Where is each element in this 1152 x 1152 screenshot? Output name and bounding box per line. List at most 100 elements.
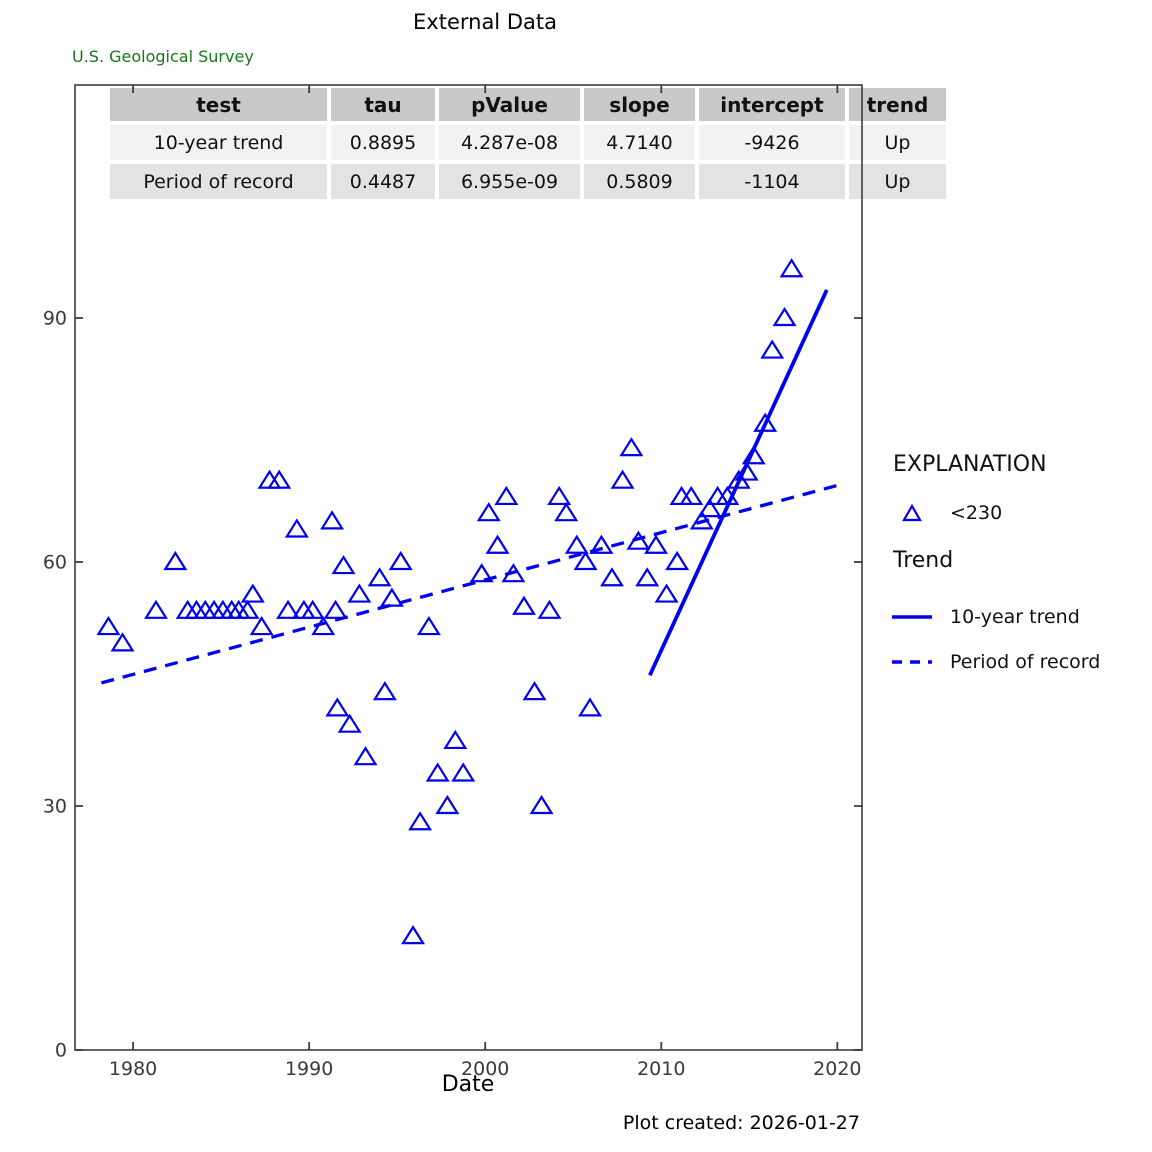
dashed-line-icon: [888, 647, 936, 677]
scatter-point: [175, 599, 200, 619]
legend-item-marker: <230: [888, 502, 1002, 524]
scatter-point: [276, 599, 301, 619]
scatter-point: [367, 567, 392, 587]
plot-created-caption: Plot created: 2026-01-27: [622, 1112, 860, 1134]
y-tick-label: 60: [43, 552, 67, 574]
scatter-point: [300, 599, 325, 619]
scatter-point: [249, 615, 274, 636]
table-cell: 4.7140: [584, 125, 695, 160]
plot-panel-border: [74, 84, 863, 1051]
scatter-point: [219, 599, 244, 619]
header-cell-slope: slope: [584, 88, 695, 121]
scatter-point: [654, 583, 679, 603]
scatter-point: [284, 518, 309, 538]
scatter-point: [347, 583, 372, 603]
scatter-point: [669, 485, 694, 506]
table-cell: -9426: [699, 125, 845, 160]
scatter-point: [589, 534, 614, 554]
header-cell-trend: trend: [849, 88, 946, 121]
scatter-point: [753, 412, 778, 432]
scatter-point: [665, 550, 690, 571]
scatter-point: [388, 550, 413, 571]
trend-line-solid: [648, 289, 829, 677]
scatter-point: [715, 485, 740, 506]
scatter-point: [96, 615, 121, 636]
scatter-point: [511, 595, 536, 615]
scatter-point: [741, 445, 766, 465]
scatter-point: [679, 485, 704, 506]
header-cell-test: test: [110, 88, 327, 121]
scatter-point: [193, 599, 218, 619]
scatter-point: [144, 599, 168, 619]
scatter-point: [610, 469, 635, 489]
table-cell: 0.5809: [584, 164, 695, 199]
scatter-point: [529, 794, 554, 815]
legend-item-label: <230: [950, 502, 1003, 524]
scatter-point: [325, 697, 350, 717]
trend-line-dashed: [100, 483, 838, 685]
scatter-point: [372, 681, 397, 701]
table-cell: -1104: [699, 164, 845, 199]
table-cell: 10-year trend: [110, 125, 327, 160]
triangle-marker-icon: [888, 503, 936, 523]
scatter-point: [705, 485, 730, 506]
scatter-point: [485, 534, 510, 554]
scatter-point: [323, 599, 348, 619]
scatter-point: [779, 258, 804, 278]
scatter-point: [425, 762, 450, 782]
table-cell: Up: [849, 125, 946, 160]
scatter-point: [110, 632, 135, 652]
scatter-point: [210, 599, 235, 619]
scatter-point: [291, 599, 316, 619]
table-cell: 0.4487: [331, 164, 435, 199]
scatter-point: [494, 485, 519, 506]
scatter-point: [476, 502, 501, 522]
solid-line-icon: [888, 602, 936, 632]
scatter-point: [202, 599, 227, 619]
legend-item-label: 10-year trend: [950, 606, 1080, 628]
scatter-point: [353, 746, 378, 766]
legend-item-solid: 10-year trend: [888, 602, 1080, 632]
scatter-point: [451, 762, 476, 782]
table-cell: 4.287e-08: [439, 125, 580, 160]
scatter-point: [619, 437, 644, 457]
scatter-point: [522, 681, 547, 701]
chart-title: External Data: [413, 10, 557, 34]
scatter-point: [469, 563, 494, 583]
x-tick-label: 2010: [637, 1058, 685, 1080]
trend-stats-table: test tau pValue slope intercept trend 10…: [110, 88, 946, 199]
scatter-point: [379, 587, 404, 607]
table-cell: 0.8895: [331, 125, 435, 160]
scatter-point: [734, 461, 759, 481]
scatter-point: [226, 599, 251, 619]
scatter-point: [163, 550, 188, 571]
scatter-point: [626, 530, 651, 550]
scatter-point: [235, 599, 260, 619]
scatter-point: [697, 498, 722, 518]
scatter-point: [443, 729, 468, 750]
scatter-point: [311, 615, 336, 636]
y-tick-label: 90: [43, 308, 67, 330]
scatter-point: [267, 469, 292, 489]
scatter-point: [184, 599, 209, 619]
scatter-point: [320, 510, 345, 530]
scatter-point: [644, 534, 668, 554]
scatter-point: [240, 583, 265, 603]
scatter-point: [772, 306, 797, 327]
scatter-point: [416, 615, 441, 636]
legend-item-label: Period of record: [950, 651, 1101, 673]
scatter-point: [600, 567, 624, 587]
header-cell-pvalue: pValue: [439, 88, 580, 121]
scatter-point: [547, 485, 572, 506]
legend-heading: EXPLANATION: [893, 452, 1047, 477]
x-tick-label: 1990: [285, 1058, 333, 1080]
y-tick-label: 0: [55, 1040, 67, 1062]
header-cell-tau: tau: [331, 88, 435, 121]
scatter-point: [635, 567, 660, 587]
scatter-point: [257, 469, 282, 489]
scatter-point: [689, 510, 714, 530]
scatter-point: [760, 339, 785, 359]
x-tick-label: 1980: [109, 1058, 157, 1080]
y-tick-label: 30: [43, 796, 67, 818]
header-cell-intercept: intercept: [699, 88, 845, 121]
